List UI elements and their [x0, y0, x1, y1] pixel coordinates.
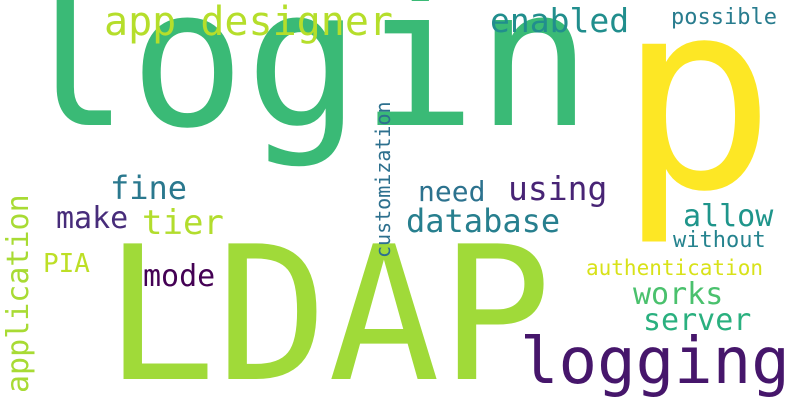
word-pia: PIA: [43, 249, 90, 279]
word-logging: logging: [520, 325, 790, 399]
word-customization: customization: [371, 101, 395, 258]
word-ldap: LDAP: [104, 206, 552, 400]
word-need: need: [418, 175, 486, 208]
word-application: application: [1, 194, 36, 393]
word-works: works: [633, 277, 724, 312]
word-server: server: [643, 303, 752, 338]
word-fine: fine: [110, 169, 188, 207]
word-authentication: authentication: [586, 256, 764, 280]
word-possible: possible: [671, 5, 777, 30]
word-enabled: enabled: [490, 1, 630, 40]
word-using: using: [508, 169, 608, 208]
word-tier: tier: [142, 203, 224, 243]
word-make: make: [56, 201, 129, 236]
word-p: p: [618, 0, 776, 249]
word-database: database: [406, 202, 561, 240]
word-allow: allow: [683, 199, 774, 234]
word-app-designer: app designer: [104, 0, 393, 45]
word-login: login: [14, 0, 592, 171]
word-mode: mode: [143, 259, 216, 294]
word-without: without: [673, 228, 766, 253]
